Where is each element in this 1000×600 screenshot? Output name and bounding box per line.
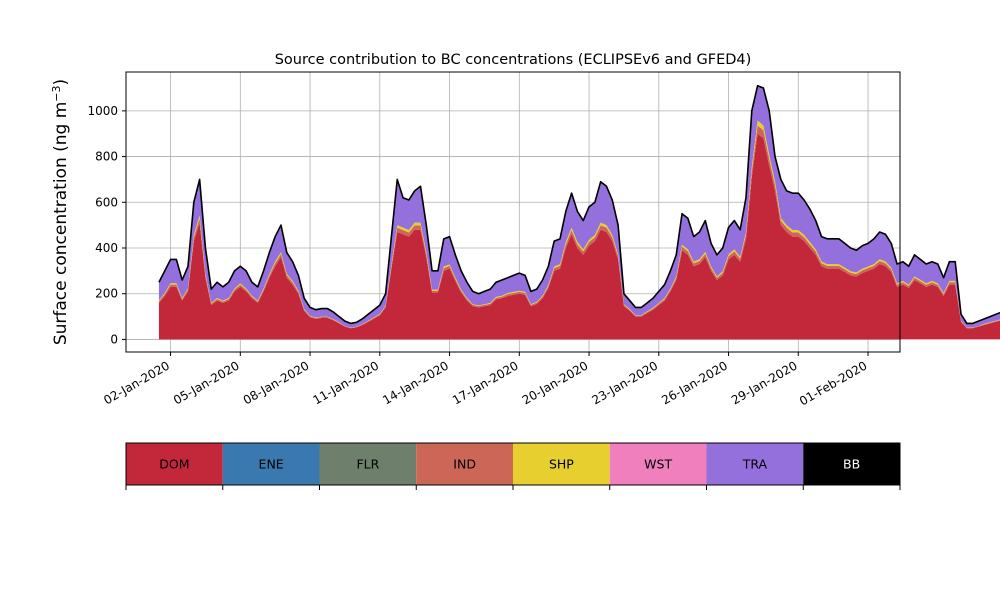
- legend-swatch-tra: [706, 443, 804, 485]
- x-tick-label: 01-Feb-2020: [797, 358, 870, 408]
- legend-colorbar: DOM ENE FLR IND SHP WST TRA BB: [125, 442, 901, 490]
- legend-swatch-wst: [609, 443, 707, 485]
- x-tick-label: 20-Jan-2020: [520, 358, 591, 407]
- y-axis-label-main: Surface concentration (ng m: [51, 102, 71, 345]
- legend-label-wst: WST: [644, 457, 672, 472]
- x-tick-label: 08-Jan-2020: [241, 358, 312, 407]
- x-tick-label: 29-Jan-2020: [729, 358, 800, 407]
- x-tick-label: 05-Jan-2020: [171, 358, 242, 407]
- y-tick-label: 600: [95, 195, 118, 209]
- total-concentration-line: [158, 84, 1000, 325]
- chart-title: Source contribution to BC concentrations…: [275, 52, 752, 68]
- legend-swatch-flr: [319, 443, 417, 485]
- y-tick-label: 800: [95, 150, 118, 164]
- x-tick-label: 23-Jan-2020: [590, 358, 661, 407]
- legend-label-dom: DOM: [159, 457, 189, 472]
- legend-label-ene: ENE: [259, 457, 284, 472]
- area-dom: [158, 133, 1000, 340]
- x-tick-label: 11-Jan-2020: [311, 358, 382, 407]
- legend-label-ind: IND: [453, 457, 476, 472]
- legend-swatch-ene: [222, 443, 320, 485]
- y-tick-label: 1000: [87, 104, 118, 118]
- legend-swatch-dom: [126, 443, 223, 485]
- legend-swatch-bb: [803, 443, 900, 485]
- y-tick-label: 400: [95, 241, 118, 255]
- legend-swatch-shp: [513, 443, 610, 485]
- plot-frame: [125, 71, 901, 353]
- total-line: [158, 84, 1000, 325]
- legend-label-flr: FLR: [356, 457, 379, 472]
- y-axis: 0 200 400 600 800 1000: [87, 104, 126, 346]
- y-tick-label: 200: [95, 287, 118, 301]
- legend-swatch-ind: [416, 443, 513, 485]
- y-axis-label-close: ): [51, 79, 71, 86]
- x-tick-label: 26-Jan-2020: [659, 358, 730, 407]
- x-tick-label: 02-Jan-2020: [101, 358, 172, 407]
- legend-label-shp: SHP: [549, 457, 574, 472]
- x-tick-label: 14-Jan-2020: [380, 358, 451, 407]
- x-tick-label: 17-Jan-2020: [450, 358, 521, 407]
- x-axis: 02-Jan-202005-Jan-202008-Jan-202011-Jan-…: [101, 352, 870, 408]
- stacked-areas: [158, 85, 1000, 340]
- legend-label-bb: BB: [843, 457, 860, 472]
- legend-label-tra: TRA: [742, 457, 768, 472]
- y-tick-label: 0: [110, 332, 118, 346]
- y-axis-label-exponent: −3: [50, 85, 63, 101]
- y-axis-label: Surface concentration (ng m−3): [50, 79, 72, 345]
